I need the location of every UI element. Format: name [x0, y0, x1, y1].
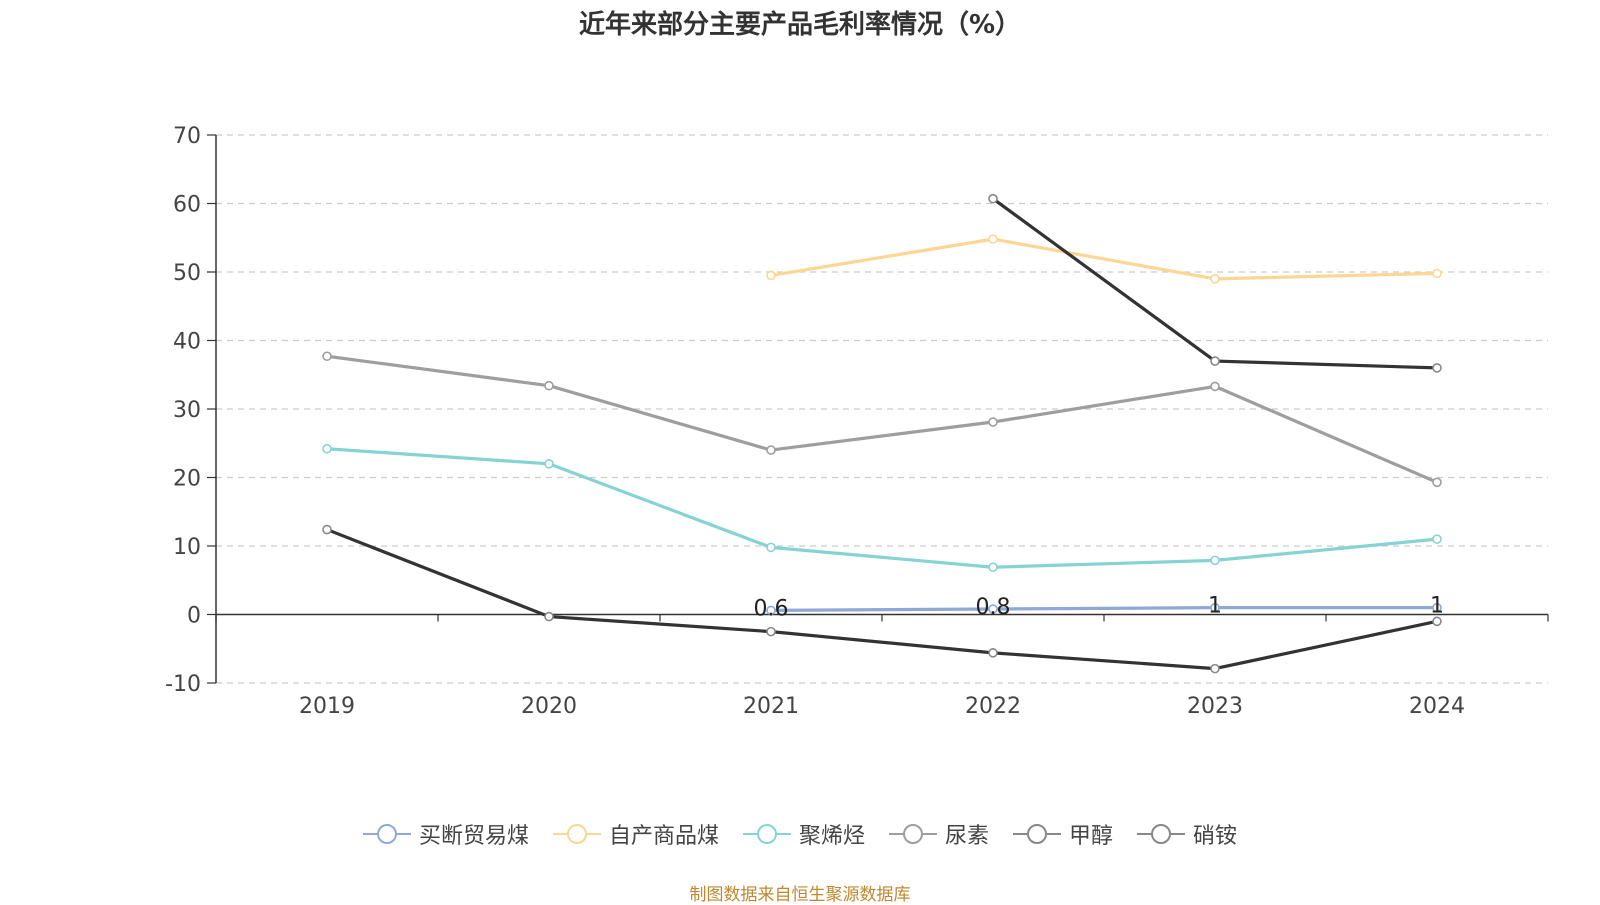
chart-title: 近年来部分主要产品毛利率情况（%） [578, 10, 1022, 40]
legend-marker-icon [1137, 824, 1186, 844]
legend-label: 硝铵 [1193, 824, 1238, 849]
axes: -10 0 10 20 30 40 50 60 70 2019 2020 2021 2022 2023 20… [165, 124, 1549, 719]
legend-marker-icon [1013, 824, 1062, 844]
data-point [1210, 602, 1220, 613]
y-tick-label: 0 [187, 604, 201, 629]
data-point [1210, 663, 1220, 674]
data-point [1432, 534, 1442, 544]
data-point [544, 611, 554, 622]
data-point [988, 562, 998, 573]
legend: 买断贸易煤 自产商品煤 聚烯烃 尿素 甲醇 硝铵 [0, 818, 1600, 850]
data-point [988, 648, 998, 658]
data-point [766, 445, 776, 455]
data-point [1210, 381, 1220, 392]
data-point [766, 270, 776, 281]
series-lines [322, 193, 1442, 674]
legend-marker-icon [889, 824, 937, 844]
series-line [770, 606, 1437, 612]
legend-item[interactable]: 甲醇 [1013, 818, 1113, 850]
data-point [766, 605, 776, 616]
legend-item[interactable]: 自产商品煤 [552, 818, 719, 850]
data-point [1210, 356, 1220, 366]
y-tick-label: 60 [173, 193, 201, 218]
data-labels: 0.6 0.8 1 1 [754, 594, 1445, 622]
series-line [326, 528, 1438, 671]
data-point [544, 458, 554, 469]
legend-item[interactable]: 硝铵 [1137, 818, 1237, 850]
data-point [1432, 363, 1442, 373]
legend-marker-icon [362, 824, 411, 844]
legend-label: 甲醇 [1069, 824, 1114, 849]
y-tick-label: 10 [173, 535, 201, 560]
legend-label: 买断贸易煤 [418, 824, 529, 849]
series-line [326, 354, 1438, 484]
data-label: 1 [1430, 594, 1444, 619]
source-note: 制图数据来自恒生聚源数据库 [689, 885, 911, 905]
data-point [544, 380, 554, 391]
x-tick-label: 2024 [1409, 694, 1465, 719]
data-point [988, 417, 998, 427]
data-label: 0.6 [754, 596, 789, 621]
legend-marker-icon [742, 824, 791, 844]
data-label: 1 [1208, 594, 1222, 619]
data-point [1432, 477, 1442, 488]
x-tick-label: 2023 [1187, 694, 1243, 719]
data-point [1432, 268, 1442, 279]
legend-item[interactable]: 买断贸易煤 [362, 818, 529, 850]
data-point [322, 443, 332, 454]
data-point [1432, 616, 1442, 627]
data-point [1210, 555, 1220, 566]
legend-item[interactable]: 聚烯烃 [742, 818, 865, 850]
data-point [766, 626, 776, 637]
data-point [1210, 274, 1220, 284]
y-tick-label: 20 [173, 467, 201, 492]
x-tick-label: 2019 [299, 694, 355, 719]
y-tick-label: 40 [173, 330, 201, 355]
legend-label: 自产商品煤 [608, 824, 719, 849]
y-tick-label: 50 [173, 261, 201, 286]
data-point [988, 193, 998, 204]
y-tick-label: -10 [165, 672, 201, 697]
y-tick-label: 70 [173, 124, 201, 149]
x-tick-label: 2022 [965, 694, 1021, 719]
data-point [988, 234, 998, 244]
legend-item[interactable]: 尿素 [889, 818, 989, 850]
series-line [770, 237, 1438, 281]
data-point [322, 351, 332, 362]
data-point [1432, 602, 1442, 613]
series-line [326, 447, 1438, 569]
legend-label: 聚烯烃 [798, 824, 865, 849]
legend-label: 尿素 [945, 824, 990, 849]
grid-lines [216, 134, 1548, 684]
x-tick-label: 2020 [521, 694, 577, 719]
data-point [322, 524, 332, 535]
data-label: 0.8 [976, 595, 1011, 620]
data-point [766, 542, 776, 553]
legend-marker-icon [552, 824, 601, 844]
y-tick-label: 30 [173, 398, 201, 423]
data-point [988, 604, 998, 614]
x-tick-label: 2021 [743, 694, 799, 719]
